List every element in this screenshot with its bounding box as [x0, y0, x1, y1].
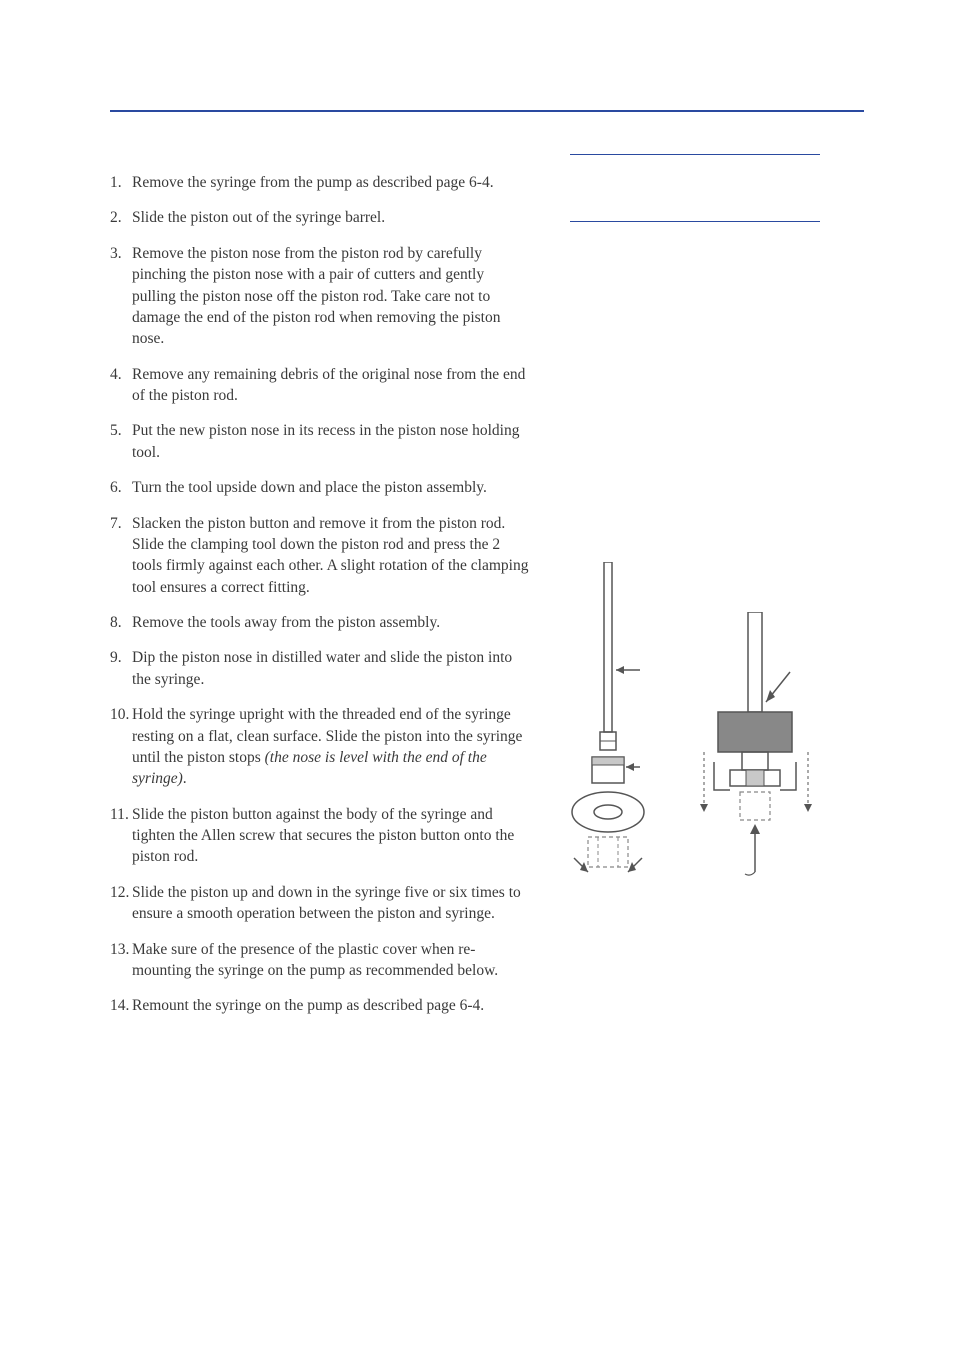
piston-cross-section-icon [690, 612, 820, 892]
top-rule [110, 110, 864, 112]
step-text: Remove any remaining debris of the origi… [132, 366, 525, 404]
step-item: Remove the piston nose from the piston r… [110, 243, 530, 350]
step-text: Turn the tool upside down and place the … [132, 479, 487, 496]
step-item: Slide the piston out of the syringe barr… [110, 207, 530, 228]
step-text: Put the new piston nose in its recess in… [132, 422, 519, 460]
steps-list: Remove the syringe from the pump as desc… [110, 172, 530, 1017]
step-text: Dip the piston nose in distilled water a… [132, 649, 512, 687]
piston-diagram [570, 562, 820, 892]
step-text: Remove the tools away from the piston as… [132, 614, 440, 631]
step-item: Put the new piston nose in its recess in… [110, 420, 530, 463]
step-item: Remove any remaining debris of the origi… [110, 364, 530, 407]
step-text-suffix: . [183, 770, 187, 787]
step-text: Slide the piston out of the syringe barr… [132, 209, 385, 226]
step-item: Slide the piston button against the body… [110, 804, 530, 868]
side-column [570, 154, 820, 892]
step-text: Slide the piston button against the body… [132, 806, 514, 866]
step-text: Remove the piston nose from the piston r… [132, 245, 500, 348]
side-note-box [570, 154, 820, 222]
step-text: Make sure of the presence of the plastic… [132, 941, 498, 979]
step-item: Remount the syringe on the pump as descr… [110, 995, 530, 1016]
step-item: Hold the syringe upright with the thread… [110, 704, 530, 790]
step-text: Slacken the piston button and remove it … [132, 515, 528, 596]
step-text: Remove the syringe from the pump as desc… [132, 174, 494, 191]
step-item: Make sure of the presence of the plastic… [110, 939, 530, 982]
step-item: Slide the piston up and down in the syri… [110, 882, 530, 925]
step-text: Remount the syringe on the pump as descr… [132, 997, 484, 1014]
step-item: Remove the syringe from the pump as desc… [110, 172, 530, 193]
step-item: Slacken the piston button and remove it … [110, 513, 530, 599]
main-column: Remove the syringe from the pump as desc… [110, 172, 530, 1031]
step-text: Slide the piston up and down in the syri… [132, 884, 521, 922]
step-item: Turn the tool upside down and place the … [110, 477, 530, 498]
step-item: Remove the tools away from the piston as… [110, 612, 530, 633]
piston-side-view-icon [570, 562, 660, 892]
step-item: Dip the piston nose in distilled water a… [110, 647, 530, 690]
